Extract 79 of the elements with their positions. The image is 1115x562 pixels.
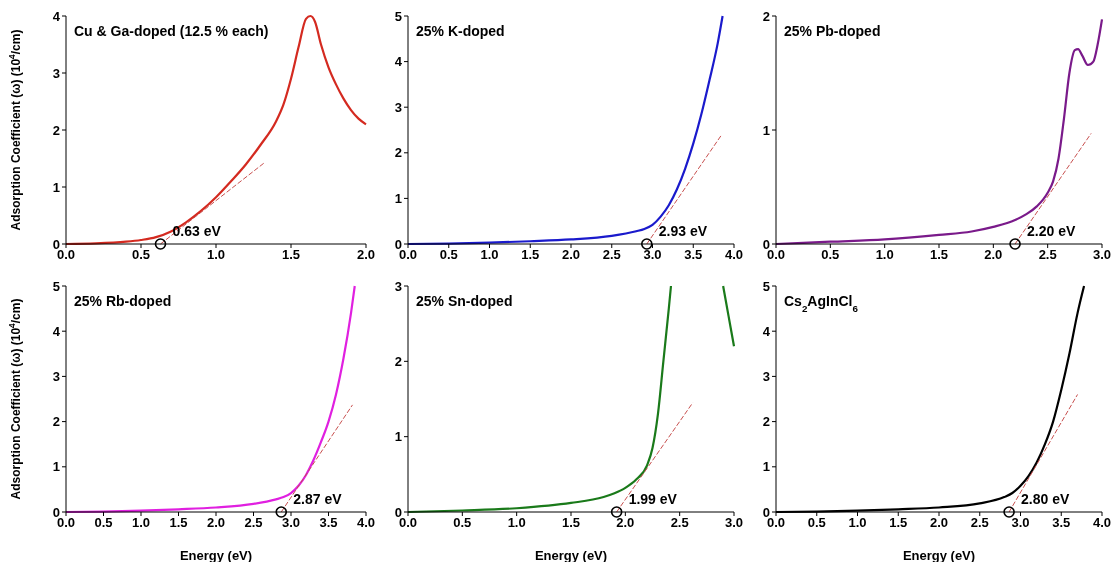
x-tick-label: 2.5 (970, 515, 989, 531)
x-tick-label: 3.0 (1092, 247, 1112, 263)
x-tick-label: 3.5 (684, 247, 703, 263)
x-tick-label: 1.5 (281, 247, 301, 263)
y-tick-label: 2 (394, 353, 402, 369)
x-tick-label: 2.5 (602, 247, 621, 263)
x-tick-label: 1.0 (206, 247, 226, 263)
x-axis-title: Energy (eV) (534, 548, 608, 562)
y-tick-label: 5 (52, 278, 60, 294)
x-tick-label: 3.5 (319, 515, 338, 531)
x-tick-label: 2.0 (206, 515, 226, 531)
y-tick-label: 3 (52, 65, 60, 81)
x-tick-label: 2.5 (244, 515, 263, 531)
x-tick-label: 1.5 (889, 515, 908, 531)
x-axis-title: Energy (eV) (902, 548, 976, 562)
annotation: 1.99 eV (628, 491, 678, 507)
annotation: 2.93 eV (658, 223, 708, 239)
x-tick-label: 1.0 (848, 515, 867, 531)
text: Cs$_{2}$AgInCl$_{6}$ (784, 293, 859, 314)
x-tick-label: 1.0 (507, 515, 526, 531)
x-tick-label: 2.0 (616, 515, 635, 531)
y-tick-label: 1 (52, 459, 60, 475)
x-tick-label: 3.5 (1052, 515, 1071, 531)
y-tick-label: 2 (52, 414, 60, 430)
x-tick-label: 0.5 (94, 515, 113, 531)
x-tick-label: 1.0 (131, 515, 151, 531)
y-tick-label: 4 (762, 323, 771, 339)
text: 25% K-doped (416, 23, 505, 39)
y-tick-label: 3 (394, 99, 402, 115)
x-tick-label: 0.5 (821, 247, 840, 263)
x-tick-label: 1.0 (875, 247, 894, 263)
y-tick-label: 2 (762, 8, 770, 24)
x-tick-label: 3.0 (1011, 515, 1030, 531)
y-tick-label: 3 (52, 369, 60, 385)
x-tick-label: 1.5 (521, 247, 540, 263)
y-tick-label: 5 (394, 8, 402, 24)
text: 25% Sn-doped (416, 293, 513, 309)
y-tick-label: 1 (762, 122, 770, 138)
x-tick-label: 0.5 (807, 515, 826, 531)
x-tick-label: 3.0 (643, 247, 662, 263)
x-tick-label: 2.0 (929, 515, 949, 531)
x-axis-title: Energy (eV) (179, 548, 253, 562)
y-tick-label: 5 (762, 278, 770, 294)
annotation: 2.20 eV (1027, 223, 1076, 239)
y-tick-label: 1 (394, 191, 402, 207)
x-tick-label: 1.5 (169, 515, 188, 531)
x-tick-label: 1.0 (480, 247, 499, 263)
y-tick-label: 4 (394, 54, 403, 70)
y-tick-label: 2 (762, 414, 770, 430)
x-tick-label: 4.0 (1092, 515, 1112, 531)
y-tick-label: 1 (52, 179, 60, 195)
x-tick-label: 3.0 (281, 515, 301, 531)
x-tick-label: 1.5 (561, 515, 581, 531)
annotation: 2.80 eV (1021, 491, 1071, 507)
x-tick-label: 4.0 (356, 515, 376, 531)
text: 25% Pb-doped (784, 23, 881, 39)
y-tick-label: 3 (762, 369, 770, 385)
annotation: 0.63 eV (172, 223, 222, 239)
x-tick-label: 2.5 (670, 515, 689, 531)
x-tick-label: 0.5 (453, 515, 472, 531)
x-tick-label: 2.0 (561, 247, 581, 263)
y-tick-label: 3 (394, 278, 402, 294)
annotation: 2.87 eV (293, 491, 343, 507)
x-tick-label: 0.5 (439, 247, 458, 263)
text: 25% Rb-doped (74, 293, 172, 309)
y-tick-label: 2 (52, 122, 60, 138)
x-tick-label: 2.0 (984, 247, 1003, 263)
x-tick-label: 1.5 (929, 247, 949, 263)
y-tick-label: 1 (394, 429, 402, 445)
y-tick-label: 1 (762, 459, 770, 475)
text: Cu & Ga-doped (12.5 % each) (74, 23, 269, 39)
x-tick-label: 4.0 (724, 247, 744, 263)
x-tick-label: 0.5 (131, 247, 151, 263)
y-tick-label: 4 (52, 323, 61, 339)
x-tick-label: 2.0 (356, 247, 376, 263)
y-tick-label: 4 (52, 8, 61, 24)
x-tick-label: 3.0 (724, 515, 744, 531)
y-tick-label: 2 (394, 145, 402, 161)
x-tick-label: 2.5 (1038, 247, 1057, 263)
